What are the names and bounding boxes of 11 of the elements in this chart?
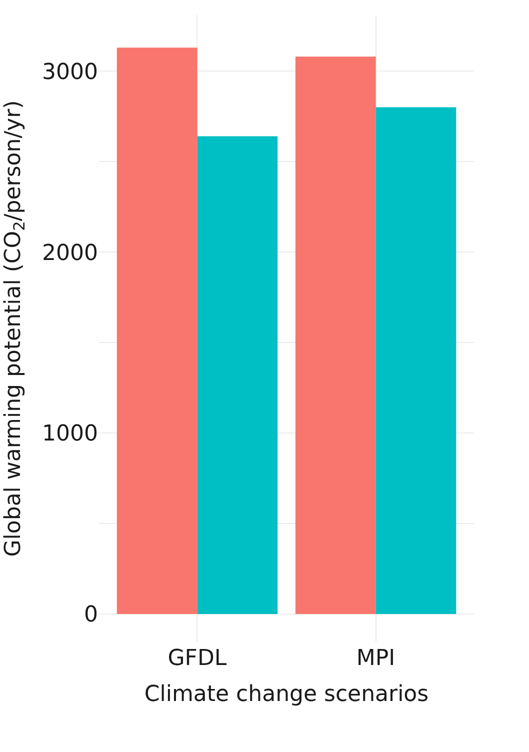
bar xyxy=(295,56,376,614)
y-tick-label: 3000 xyxy=(42,60,98,85)
x-axis-title: Climate change scenarios xyxy=(144,682,429,707)
y-tick-label: 1000 xyxy=(42,422,98,447)
y-tick-label: 0 xyxy=(84,602,98,628)
x-tick-label: MPI xyxy=(356,646,396,671)
bar xyxy=(376,107,456,614)
x-tick-label: GFDL xyxy=(168,646,228,671)
y-tick-label: 2000 xyxy=(42,240,98,266)
bar xyxy=(197,136,278,614)
bar xyxy=(116,48,198,614)
